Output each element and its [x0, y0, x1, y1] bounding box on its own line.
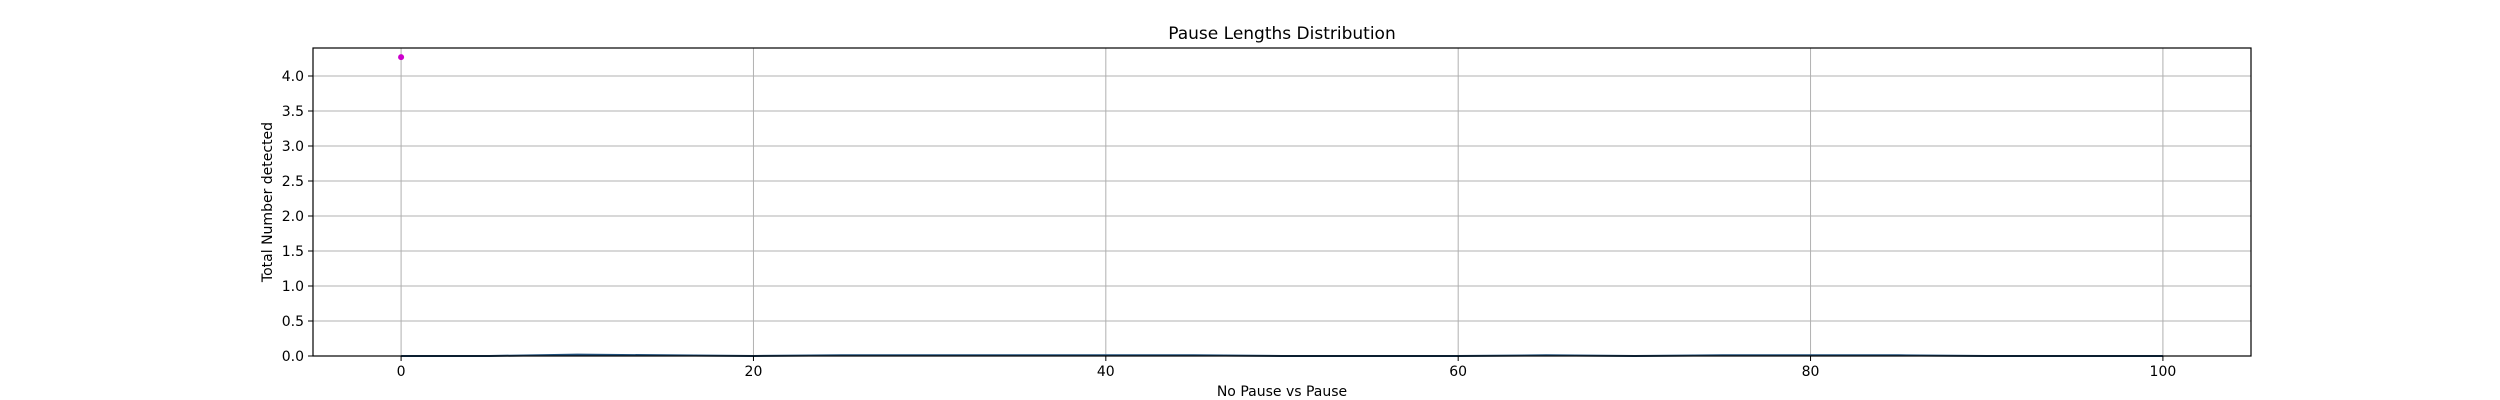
y-tick-label: 1.5: [282, 244, 304, 260]
y-tick-label: 2.5: [282, 174, 304, 190]
y-tick-label: 3.0: [282, 139, 304, 155]
y-tick-label: 3.5: [282, 104, 304, 120]
x-tick-label: 0: [397, 364, 406, 380]
x-tick-label: 20: [745, 364, 763, 380]
x-tick-label: 80: [1802, 364, 1820, 380]
y-tick-label: 4.0: [282, 69, 304, 85]
x-axis-label: No Pause vs Pause: [1217, 384, 1347, 400]
data-points: [398, 54, 405, 61]
grid: [313, 48, 2251, 357]
data-point-0: [398, 54, 405, 61]
x-axis-ticks: 0 20 40 60 80 100: [397, 356, 2177, 380]
y-tick-label: 0.0: [282, 349, 304, 365]
chart-title: Pause Lengths Distribution: [1168, 24, 1395, 44]
y-axis-ticks: 0.0 0.5 1.0 1.5 2.0 2.5 3.0 3.5 4.0: [282, 69, 313, 365]
y-tick-label: 0.5: [282, 314, 304, 330]
x-tick-label: 60: [1449, 364, 1467, 380]
plot-frame: [312, 47, 2252, 357]
y-tick-label: 2.0: [282, 209, 304, 225]
x-tick-label: 40: [1097, 364, 1115, 380]
x-tick-label: 100: [2150, 364, 2177, 380]
y-axis-label: Total Number detected: [260, 122, 276, 283]
y-tick-label: 1.0: [282, 279, 304, 295]
